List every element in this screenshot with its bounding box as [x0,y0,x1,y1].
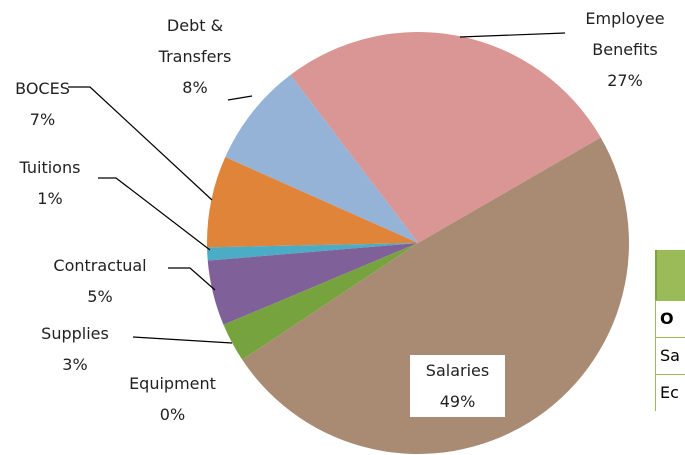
slice-label: Salaries 49% [410,355,505,417]
leader-line [168,267,216,291]
category-label: Supplies [41,324,109,343]
slice-label: Tuitions 1% [0,152,100,214]
leader-line [132,336,233,344]
leader-line [68,86,213,201]
category-label: Salaries [410,355,505,386]
pie-slice [207,243,418,325]
slice-label: Debt & Transfers 8% [140,10,250,103]
table-row: Ec [655,374,685,411]
pie-slice [207,243,418,261]
leader-line [227,95,253,101]
value-label: 27% [607,71,643,90]
value-label: 1% [37,189,63,208]
leader-line [98,177,211,251]
category-label: BOCES [15,79,70,98]
table-row: Sa [655,337,685,374]
slice-label: Supplies 3% [20,318,130,380]
pie-slice [225,74,418,243]
pie-slice [223,243,418,360]
slice-label: Contractual 5% [30,250,170,312]
category-label: Equipment [129,374,216,393]
pie-slice [207,157,418,248]
table: O Sa Ec [655,250,685,411]
category-label: Tuitions [19,158,81,177]
category-label: Contractual [53,256,147,275]
pie-slice [290,31,601,243]
slice-label: Employee Benefits 27% [565,3,685,96]
category-label: Debt & Transfers [158,16,232,66]
value-label: 49% [410,386,505,417]
category-label: Employee Benefits [585,9,665,59]
leader-line [459,32,566,38]
slice-label: BOCES 7% [0,73,85,135]
pie-slice [242,137,630,455]
value-label: 8% [182,78,208,97]
value-label: 7% [29,110,56,129]
table-header: O [655,300,685,337]
value-label: 3% [62,355,88,374]
value-label: 0% [159,405,186,424]
value-label: 5% [87,287,113,306]
leader-lines [68,32,566,344]
slice-label: Equipment 0% [110,368,235,430]
table-header-band [655,250,685,300]
